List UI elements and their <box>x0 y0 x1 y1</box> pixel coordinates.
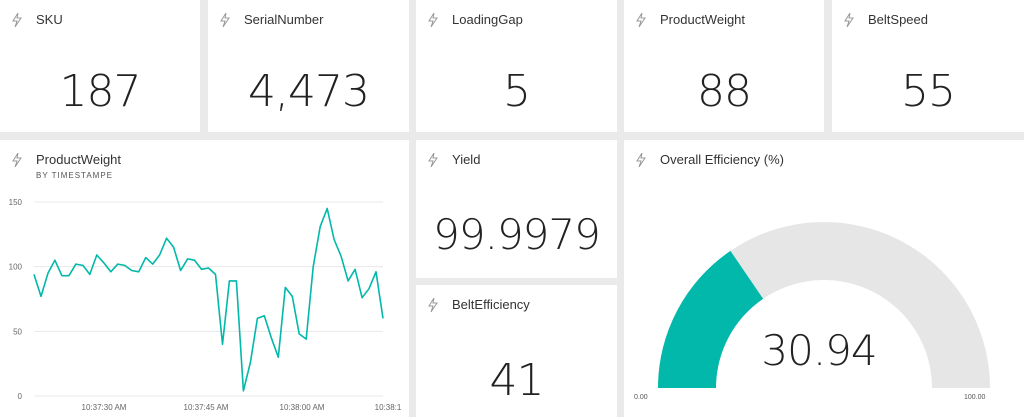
tile-title: ProductWeight <box>660 12 746 27</box>
tile-loading-gap[interactable]: LoadingGap 5 <box>416 0 617 132</box>
lightning-bolt-icon <box>428 298 438 312</box>
chart-title: ProductWeight <box>36 152 122 167</box>
tile-value: 5 <box>503 66 531 117</box>
tile-title: Yield <box>452 152 481 167</box>
gauge-fill <box>658 250 764 388</box>
lightning-bolt-icon <box>636 13 646 27</box>
tile-serial-number[interactable]: SerialNumber 4,473 <box>208 0 409 132</box>
tile-belt-speed[interactable]: BeltSpeed 55 <box>832 0 1024 132</box>
tile-value: 187 <box>59 66 142 117</box>
tile-value: 55 <box>901 66 956 117</box>
y-tick-label: 0 <box>18 392 23 401</box>
x-tick-label: 10:37:45 AM <box>184 403 229 412</box>
tile-value: 88 <box>697 66 752 117</box>
x-tick-label: 10:38:00 AM <box>280 403 325 412</box>
tile-value: 4,473 <box>248 66 370 117</box>
chart-subtitle: BY TIMESTAMPE <box>36 171 114 180</box>
x-tick-label: 10:38:1 <box>375 403 402 412</box>
tile-sku[interactable]: SKU 187 <box>0 0 200 132</box>
gauge-title: Overall Efficiency (%) <box>660 152 785 167</box>
lightning-bolt-icon <box>844 13 854 27</box>
y-tick-label: 50 <box>13 327 22 336</box>
tile-product-weight[interactable]: ProductWeight 88 <box>624 0 824 132</box>
x-tick-label: 10:37:30 AM <box>82 403 127 412</box>
tile-title: SKU <box>36 12 63 27</box>
lightning-bolt-icon <box>428 153 438 167</box>
lightning-bolt-icon <box>428 13 438 27</box>
series-line <box>33 207 384 392</box>
lightning-bolt-icon <box>12 13 22 27</box>
tile-title: BeltSpeed <box>868 12 928 27</box>
lightning-bolt-icon <box>636 153 646 167</box>
line-chart: 150 100 50 0 10:37:30 AM 10:37:45 AM 10:38:00 … <box>9 198 402 412</box>
gauge-max-label: 100.00 <box>964 394 986 401</box>
tile-value: 99.9979 <box>433 210 601 259</box>
gauge-track <box>658 222 990 388</box>
y-tick-label: 150 <box>9 198 23 207</box>
tile-value: 41 <box>489 355 545 406</box>
tile-product-weight-chart[interactable]: ProductWeight BY TIMESTAMPE 150 100 50 0 10:… <box>0 140 409 417</box>
tile-title: SerialNumber <box>244 12 324 27</box>
tile-overall-efficiency[interactable]: Overall Efficiency (%) 0.00 100.00 30.94 <box>624 140 1024 417</box>
lightning-bolt-icon <box>220 13 230 27</box>
tile-title: LoadingGap <box>452 12 523 27</box>
tile-belt-efficiency[interactable]: BeltEfficiency 41 <box>416 285 617 417</box>
lightning-bolt-icon <box>12 153 22 167</box>
tile-title: BeltEfficiency <box>452 297 530 312</box>
gauge-min-label: 0.00 <box>634 394 648 401</box>
tile-yield[interactable]: Yield 99.9979 <box>416 140 617 278</box>
y-tick-label: 100 <box>9 263 23 272</box>
gauge-chart: 0.00 100.00 <box>634 222 990 401</box>
gauge-value: 30.94 <box>761 326 877 375</box>
